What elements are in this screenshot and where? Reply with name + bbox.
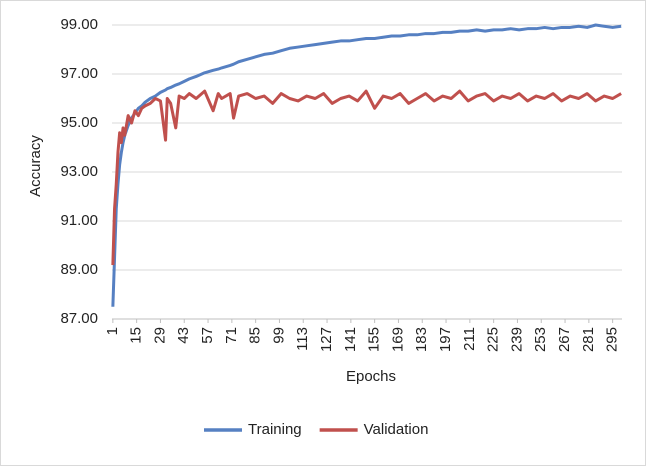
y-tick-label: 95.00 bbox=[60, 114, 98, 131]
x-tick-label: 43 bbox=[175, 327, 192, 344]
x-tick-label: 169 bbox=[389, 327, 406, 352]
x-tick-label: 183 bbox=[413, 327, 430, 352]
line-series bbox=[111, 23, 622, 307]
y-tick-label: 87.00 bbox=[60, 310, 98, 327]
y-axis-label: Accuracy bbox=[27, 135, 44, 197]
x-tick-label: 267 bbox=[556, 327, 573, 352]
x-tick-label: 127 bbox=[318, 327, 335, 352]
x-tick-label: 155 bbox=[366, 327, 383, 352]
x-tick-label: 281 bbox=[580, 327, 597, 352]
x-tick-label: 1 bbox=[104, 327, 121, 335]
x-tick-label: 57 bbox=[199, 327, 216, 344]
x-tick-label: 113 bbox=[294, 327, 311, 351]
x-tick-label: 197 bbox=[437, 327, 454, 352]
y-tick-label: 93.00 bbox=[60, 163, 98, 180]
y-tick-label: 89.00 bbox=[60, 261, 98, 278]
x-tick-label: 295 bbox=[604, 327, 621, 352]
line-series bbox=[111, 89, 622, 266]
y-tick-label: 97.00 bbox=[60, 65, 98, 82]
x-tick-label: 253 bbox=[532, 327, 549, 352]
x-tick-label: 225 bbox=[485, 327, 502, 352]
x-axis-label: Epochs bbox=[346, 368, 396, 385]
x-tick-label: 99 bbox=[270, 327, 287, 344]
x-tick-label: 29 bbox=[151, 327, 168, 344]
x-tick-label: 211 bbox=[461, 327, 478, 351]
x-tick-label: 71 bbox=[223, 327, 240, 344]
x-tick-label: 141 bbox=[342, 327, 359, 352]
legend-label: Training bbox=[248, 421, 302, 438]
x-tick-label: 85 bbox=[247, 327, 264, 344]
x-tick-label: 15 bbox=[128, 327, 145, 344]
x-tick-label: 239 bbox=[508, 327, 525, 352]
y-tick-label: 99.00 bbox=[60, 16, 98, 33]
y-tick-label: 91.00 bbox=[60, 212, 98, 229]
legend-label: Validation bbox=[364, 421, 429, 438]
